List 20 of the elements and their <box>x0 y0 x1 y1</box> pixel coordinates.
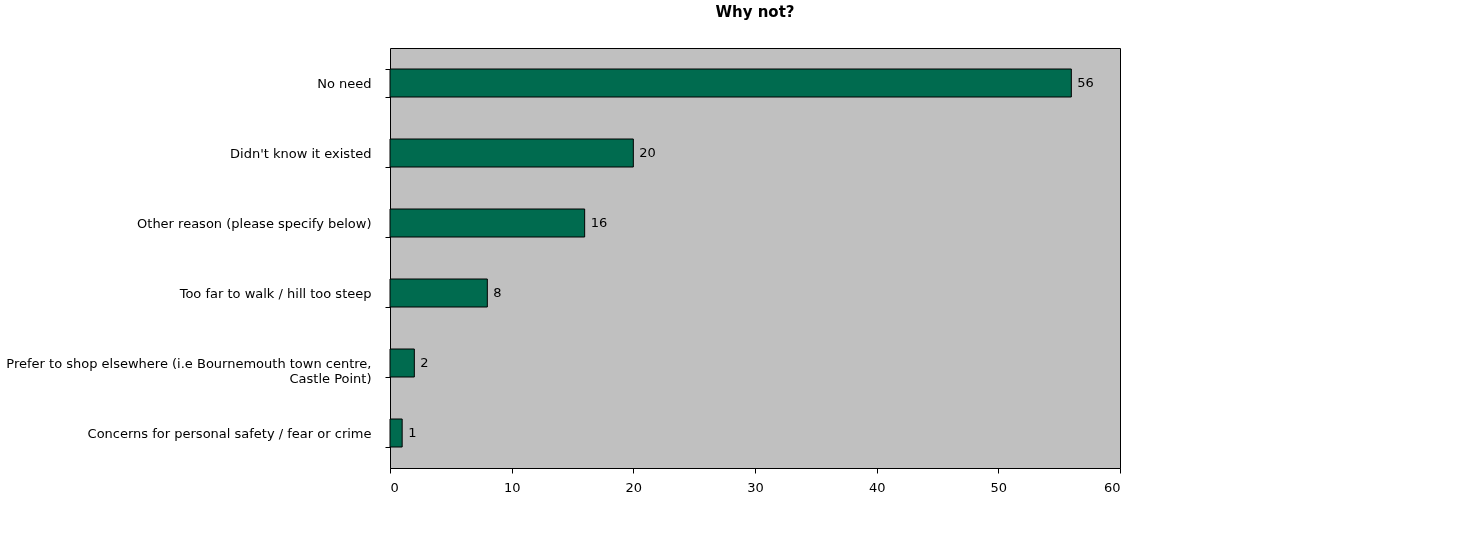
x-tick-label: 50 <box>990 479 1008 495</box>
chart-title: Why not? <box>715 3 795 21</box>
y-tick-label: Too far to walk / hill too steep <box>178 285 372 301</box>
y-tick-label: Other reason (please specify below) <box>137 215 372 231</box>
x-tick-label: 20 <box>625 479 643 495</box>
data-label: 8 <box>493 285 502 300</box>
x-tick-label: 40 <box>868 479 886 495</box>
data-label: 20 <box>639 145 656 160</box>
y-tick-label: No need <box>317 75 372 91</box>
x-tick-label: 0 <box>390 479 399 495</box>
data-label: 56 <box>1077 75 1094 90</box>
x-tick-label: 10 <box>503 479 521 495</box>
data-label: 2 <box>420 355 429 370</box>
data-label: 16 <box>590 215 608 230</box>
y-tick-label: Concerns for personal safety / fear or crime <box>87 425 372 441</box>
y-tick-label: Didn't know it existed <box>230 145 372 161</box>
x-tick-label: 30 <box>747 479 764 495</box>
x-tick-label: 60 <box>1103 479 1121 495</box>
y-tick-label: Prefer to shop elsewhere (i.e Bournemouth town centre, Castle Point) <box>6 355 372 386</box>
data-label: 1 <box>408 425 417 440</box>
